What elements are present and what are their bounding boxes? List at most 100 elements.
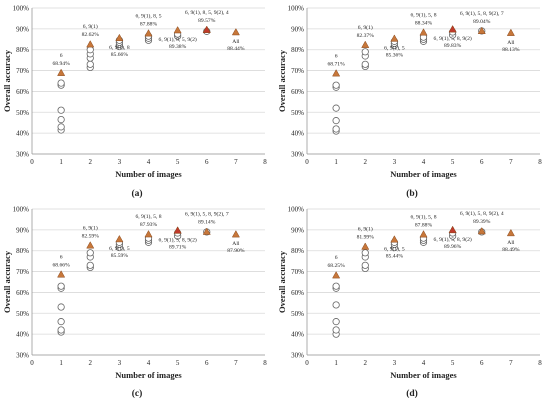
y-tick-label: 40% <box>16 331 29 339</box>
annotation-value: 87.90% <box>227 248 245 254</box>
y-tick-label: 50% <box>291 310 304 318</box>
data-point-circle <box>57 106 65 114</box>
annotation-name: 6, 9(1), 8, 5 <box>135 12 161 19</box>
x-tick-label: 8 <box>538 158 542 166</box>
panel-label: (b) <box>406 188 418 199</box>
annotation-value: 89.14% <box>198 220 216 226</box>
x-axis-label: Number of images <box>390 370 457 380</box>
x-tick-label: 7 <box>509 158 513 166</box>
annotation-value: 68.25% <box>328 263 346 269</box>
y-axis-label: Overall accuracy <box>277 250 287 313</box>
data-point-circle <box>86 261 94 269</box>
y-tick-label: 40% <box>291 331 304 339</box>
data-point-triangle <box>231 27 240 36</box>
y-tick-label: 100% <box>288 206 305 214</box>
data-point-triangle <box>448 225 457 234</box>
y-tick-label: 100% <box>13 5 30 13</box>
annotation-name: 6, 9(1), 5, 8, 9(2) <box>434 236 472 243</box>
data-point-circle <box>57 318 65 326</box>
data-point-triangle <box>144 230 153 238</box>
annotation-value: 89.71% <box>169 244 187 250</box>
x-tick-label: 4 <box>422 359 426 367</box>
annotation-value: 85.66% <box>111 52 129 58</box>
annotation-value: 81.99% <box>357 235 375 241</box>
data-point-circle <box>361 48 369 56</box>
annotation-value: 68.71% <box>328 61 346 67</box>
annotation-value: 88.44% <box>227 46 245 52</box>
x-tick-label: 6 <box>205 158 209 166</box>
y-tick-label: 30% <box>16 352 29 360</box>
data-point-triangle <box>390 235 399 243</box>
data-point-triangle <box>57 270 66 278</box>
data-point-circle <box>57 326 65 334</box>
data-point-triangle <box>115 234 124 243</box>
x-axis-label: Number of images <box>115 370 182 380</box>
data-point-triangle <box>86 40 95 48</box>
annotation-value: 89.04% <box>473 19 491 25</box>
data-point-triangle <box>115 33 124 42</box>
annotation-value: 68.94% <box>53 61 71 67</box>
y-tick-label: 90% <box>16 226 29 234</box>
data-point-circle <box>57 123 65 131</box>
x-tick-label: 1 <box>59 158 63 166</box>
annotation-name: 6 <box>335 255 338 261</box>
y-tick-label: 60% <box>291 88 304 96</box>
y-tick-label: 60% <box>16 289 29 297</box>
x-tick-label: 8 <box>263 359 267 367</box>
annotation-name: 6, 9(1), 8, 5, 9(2) <box>159 36 197 43</box>
x-tick-label: 4 <box>422 158 426 166</box>
y-tick-label: 80% <box>16 247 29 255</box>
annotation-value: 82.37% <box>357 33 375 39</box>
data-point-circle <box>361 249 369 257</box>
y-tick-label: 100% <box>288 5 305 13</box>
annotation-name: 6, 9(1), 5, 8 <box>410 213 436 220</box>
annotation-value: 88.49% <box>502 247 520 253</box>
x-tick-label: 6 <box>480 359 484 367</box>
x-tick-label: 1 <box>59 359 63 367</box>
annotation-value: 89.38% <box>169 44 187 50</box>
data-point-triangle <box>477 227 486 235</box>
y-tick-label: 50% <box>16 109 29 117</box>
x-tick-label: 4 <box>147 359 151 367</box>
annotation-name: 6, 9(1), 5, 8, 9(2) <box>434 35 472 42</box>
annotation-name: 6, 9(1), 5, 8, 9(2), 7 <box>185 211 229 218</box>
annotation-name: 6, 9(1) <box>358 226 373 233</box>
x-tick-label: 2 <box>89 359 93 367</box>
data-point-circle <box>332 81 340 89</box>
panel-label: (d) <box>406 388 418 399</box>
y-tick-label: 90% <box>291 25 304 33</box>
y-tick-label: 60% <box>16 88 29 96</box>
x-tick-label: 7 <box>234 158 238 166</box>
x-tick-label: 2 <box>364 158 368 166</box>
data-point-triangle <box>332 271 341 279</box>
data-point-circle <box>86 249 94 257</box>
y-tick-label: 90% <box>16 25 29 33</box>
annotation-value: 85.44% <box>386 253 404 259</box>
annotation-value: 68.66% <box>53 262 71 268</box>
annotation-name: All <box>232 241 240 247</box>
annotation-name: All <box>507 240 515 246</box>
data-point-circle <box>57 79 65 87</box>
annotation-name: 6 <box>60 254 63 260</box>
x-tick-label: 3 <box>393 359 397 367</box>
y-tick-label: 60% <box>291 289 304 297</box>
annotation-name: 6, 9(1), 5 <box>384 45 405 52</box>
data-point-triangle <box>332 69 341 77</box>
x-tick-label: 0 <box>305 158 309 166</box>
data-point-triangle <box>86 241 95 249</box>
data-point-triangle <box>419 230 428 238</box>
annotation-value: 85.36% <box>386 53 404 59</box>
data-point-triangle <box>390 34 399 42</box>
x-tick-label: 7 <box>509 359 513 367</box>
y-axis-label: Overall accuracy <box>2 49 12 112</box>
annotation-value: 82.62% <box>82 32 100 38</box>
x-tick-label: 2 <box>364 359 368 367</box>
y-axis-label: Overall accuracy <box>277 49 287 112</box>
annotation-value: 87.88% <box>140 21 158 27</box>
y-tick-label: 30% <box>291 352 304 360</box>
x-tick-label: 0 <box>30 158 34 166</box>
chart-panel-3: 30% 40% 50% 60% 70% 80% 90% 100% 0 1 2 3 4 5 6 7 8 Number… <box>2 206 267 400</box>
y-tick-label: 30% <box>291 151 304 159</box>
